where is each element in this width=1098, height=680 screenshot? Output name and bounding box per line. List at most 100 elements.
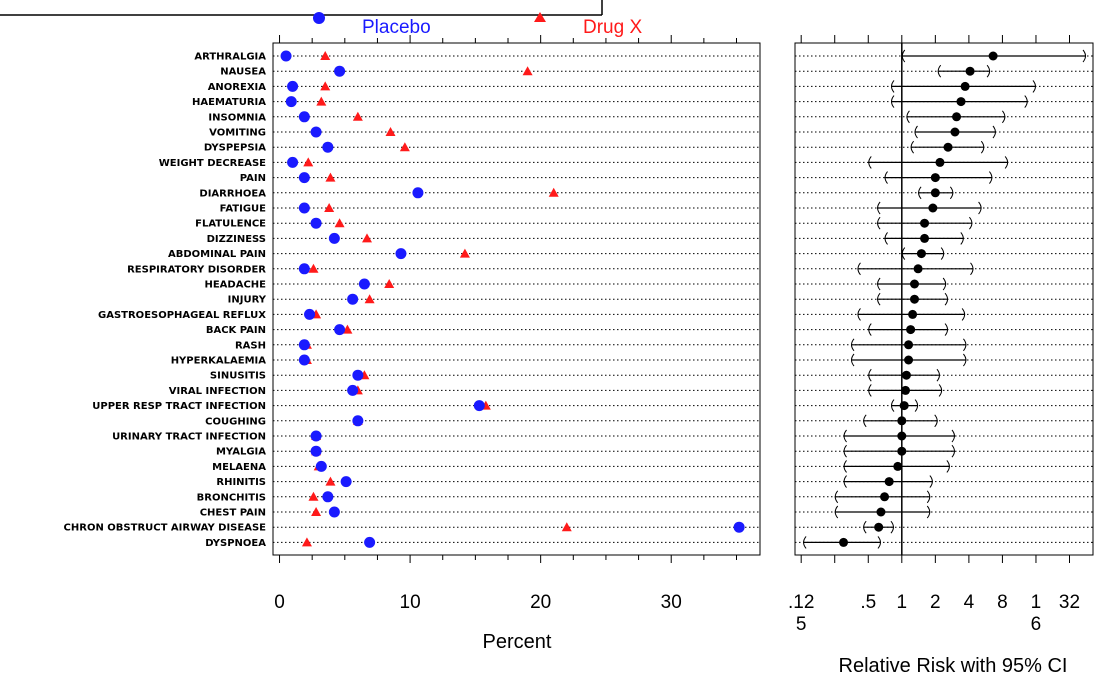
placebo-point <box>315 460 327 472</box>
category-label: COUGHING <box>205 416 266 427</box>
placebo-point <box>322 141 334 153</box>
rr-ci-low-cap <box>857 308 861 321</box>
rr-ci-low-cap <box>843 444 847 458</box>
category-label: PAIN <box>240 173 266 184</box>
rr-ci-high-cap <box>960 232 964 245</box>
category-label: DIARRHOEA <box>199 188 266 199</box>
percent-tick-label: 0 <box>274 592 285 613</box>
drug-point <box>548 187 559 197</box>
drug-point <box>384 279 395 288</box>
rr-ci-low-cap <box>901 49 906 63</box>
rr-point <box>910 279 920 289</box>
category-label: BACK PAIN <box>206 325 266 336</box>
drug-point <box>364 294 375 304</box>
rr-ci-low-cap <box>868 368 872 382</box>
placebo-point <box>298 339 310 351</box>
rr-point <box>920 233 930 243</box>
drug-point <box>303 157 314 167</box>
legend-placebo-label: Placebo <box>362 17 431 38</box>
drug-point <box>316 96 327 106</box>
percent-tick-label: 30 <box>661 592 682 613</box>
placebo-point <box>280 50 292 62</box>
placebo-point <box>358 278 370 290</box>
category-label: URINARY TRACT INFECTION <box>112 432 266 443</box>
rr-ci-high-cap <box>934 414 938 428</box>
rr-tick-label: 8 <box>997 592 1008 613</box>
placebo-point <box>334 65 346 77</box>
rr-tick-label: .5 <box>860 592 876 613</box>
legend: Placebo Drug X <box>313 12 642 38</box>
category-label: FLATULENCE <box>195 219 266 230</box>
placebo-point <box>328 232 340 244</box>
rr-ci-low-cap <box>863 414 867 428</box>
placebo-point <box>310 217 322 229</box>
rr-point <box>893 461 903 471</box>
rr-point <box>908 309 918 319</box>
rr-ci-high-cap <box>968 216 973 230</box>
placebo-point <box>364 536 376 548</box>
rr-point <box>876 507 886 517</box>
category-label: MELAENA <box>212 462 266 473</box>
drug-point <box>325 476 336 486</box>
category-label: BRONCHITIS <box>197 492 266 503</box>
placebo-point <box>340 476 352 488</box>
placebo-point <box>310 445 322 457</box>
placebo-point <box>287 80 299 92</box>
rr-ci-low-cap <box>857 262 861 276</box>
placebo-point <box>352 415 364 427</box>
category-label: CHEST PAIN <box>200 508 266 519</box>
rr-ci-high-cap <box>890 520 894 534</box>
rr-ci-low-cap <box>834 490 839 504</box>
rr-ci-low-cap <box>877 292 881 306</box>
drug-point <box>308 263 319 273</box>
rr-ci-low-cap <box>851 353 855 367</box>
rr-ci-low-cap <box>891 95 895 108</box>
rr-ci-high-cap <box>942 277 947 291</box>
rr-point <box>884 477 894 487</box>
placebo-point <box>347 384 359 396</box>
rr-ci-high-cap <box>978 201 982 215</box>
drug-point <box>385 127 396 136</box>
category-label: ANOREXIA <box>208 82 267 93</box>
placebo-point <box>347 293 359 305</box>
drug-point <box>301 537 312 547</box>
rr-ci-low-cap <box>868 384 872 397</box>
rr-ci-low-cap <box>918 186 922 200</box>
category-labels: ARTHRALGIA NAUSEA ANOREXIA HAEMATURIA INSOMN… <box>64 52 267 549</box>
drug-point <box>399 142 410 152</box>
placebo-point <box>733 521 745 533</box>
rr-ci-high-cap <box>951 444 955 458</box>
rr-tick-label: .12 <box>788 592 814 613</box>
rr-ci-high-cap <box>944 292 949 306</box>
rr-tick-label-wrap: 6 <box>1031 614 1042 635</box>
rr-ci-low-cap <box>803 536 807 549</box>
drug-point <box>324 203 335 212</box>
drug-point <box>362 233 373 243</box>
rr-point <box>874 522 884 532</box>
category-label: HAEMATURIA <box>192 97 266 108</box>
placebo-point <box>412 187 424 199</box>
rr-ci-low-cap <box>843 460 847 473</box>
rr-point <box>904 355 914 365</box>
rr-ci-high-cap <box>1082 49 1086 63</box>
placebo-point <box>395 248 407 260</box>
placebo-point <box>287 156 299 168</box>
rr-ci-low-cap <box>891 399 895 412</box>
rr-ci-high-cap <box>926 490 931 504</box>
rr-ci-high-cap <box>951 429 955 443</box>
rr-ci-high-cap <box>970 262 974 276</box>
rr-ci-high-cap <box>986 64 991 78</box>
category-label: CHRON OBSTRUCT AIRWAY DISEASE <box>64 523 267 534</box>
rr-ci-low-cap <box>884 171 888 184</box>
rr-tick-label: 4 <box>964 592 975 613</box>
category-label: RASH <box>235 340 266 351</box>
rr-ci-low-cap <box>910 140 915 154</box>
category-label: UPPER RESP TRACT INFECTION <box>92 401 266 412</box>
rr-point <box>906 325 916 335</box>
rr-point <box>935 157 945 167</box>
drug-point <box>311 507 322 516</box>
rr-point <box>901 370 911 380</box>
placebo-point <box>322 491 334 503</box>
rr-ci-high-cap <box>1001 110 1006 124</box>
